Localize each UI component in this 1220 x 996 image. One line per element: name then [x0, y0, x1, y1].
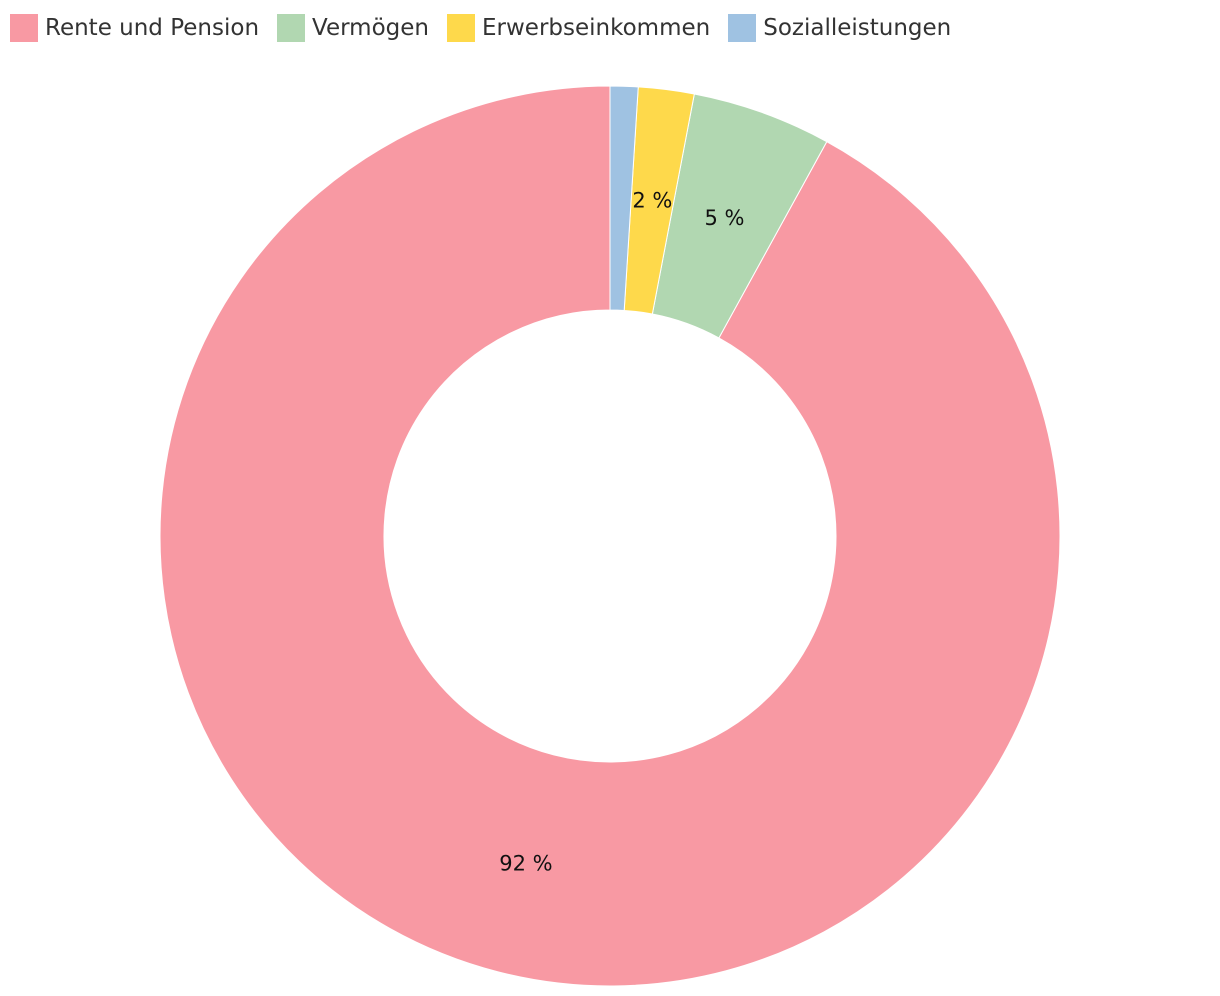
donut-slices	[159, 85, 1061, 987]
legend-label-erwerbseinkommen: Erwerbseinkommen	[482, 15, 711, 41]
legend-item-erwerbseinkommen[interactable]: Erwerbseinkommen	[447, 14, 710, 42]
legend-label-vermoegen: Vermögen	[312, 15, 429, 41]
legend-item-vermoegen[interactable]: Vermögen	[277, 14, 429, 42]
data-label-vermoegen: 5 %	[704, 206, 744, 230]
slice-sozialleistungen[interactable]	[609, 85, 639, 311]
data-label-erwerbseinkommen: 2 %	[632, 189, 672, 213]
legend-item-rente-und-pension[interactable]: Rente und Pension	[10, 14, 259, 42]
data-label-rente-und-pension: 92 %	[499, 851, 552, 875]
legend-item-sozialleistungen[interactable]: Sozialleistungen	[728, 14, 951, 42]
legend-swatch-vermoegen	[277, 14, 306, 42]
legend-swatch-rente-und-pension	[10, 14, 38, 42]
legend-swatch-erwerbseinkommen	[447, 14, 475, 42]
legend-label-rente-und-pension: Rente und Pension	[45, 15, 260, 41]
slice-rente-und-pension[interactable]	[159, 85, 1061, 987]
legend-swatch-sozialleistungen	[728, 14, 757, 42]
chart-legend: Rente und Pension Vermögen Erwerbseinkom…	[10, 13, 951, 43]
legend-label-sozialleistungen: Sozialleistungen	[763, 15, 952, 41]
donut-data-labels: 92 % 5 % 2 %	[499, 189, 744, 876]
